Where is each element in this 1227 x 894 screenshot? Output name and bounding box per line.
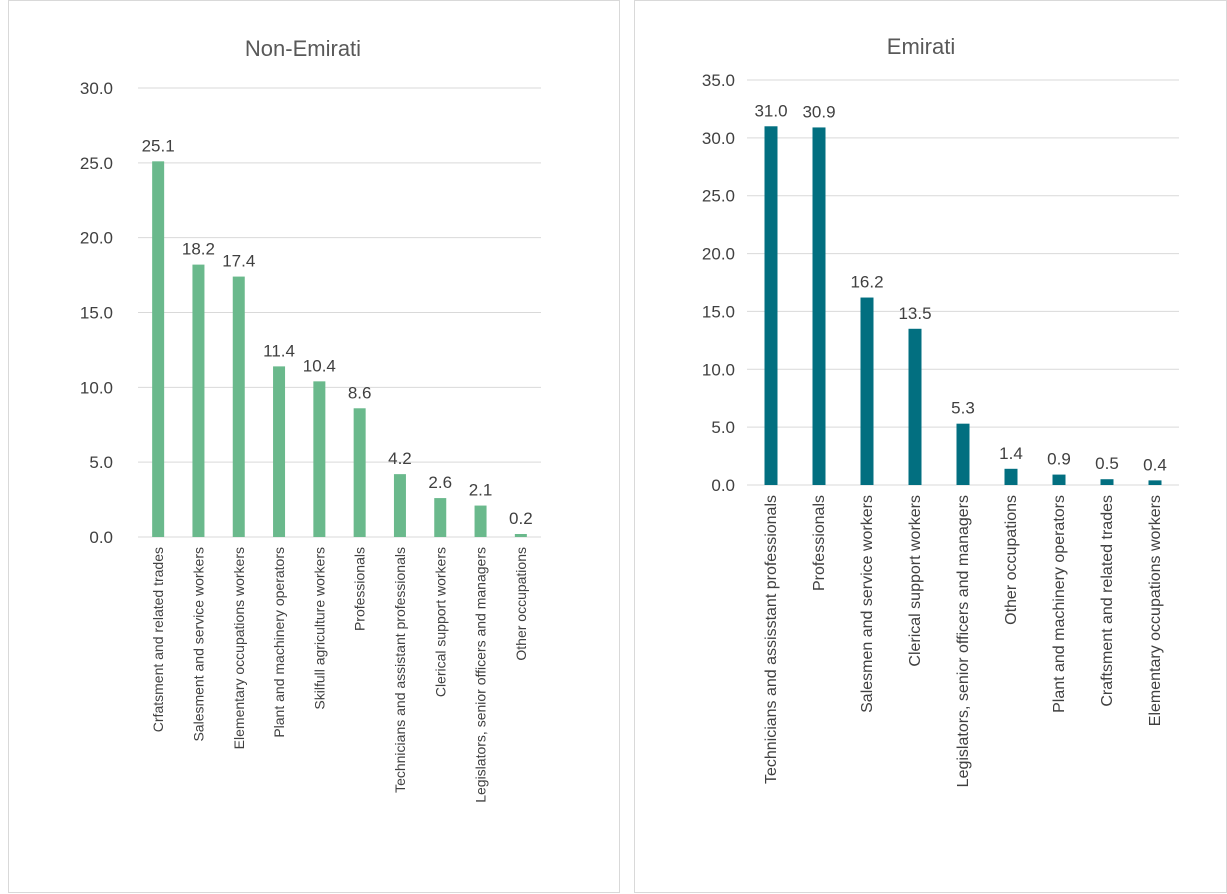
data-label: 2.1 [469,481,493,500]
chart-panel-emirati: Emirati 0.0 5.0 10.0 15.0 20.0 25.0 30.0 35.0 3… [634,0,1227,893]
category-label: Elementary occupations workers [231,547,247,749]
bar [812,127,826,485]
data-label: 17.4 [222,252,255,271]
category-label: Professionals [811,495,828,591]
chart-panel-non-emirati: Non-Emirati 0.0 5.0 10.0 15.0 20.0 25.0 30.0 2… [8,0,620,893]
data-label: 30.9 [802,102,835,121]
y-tick-label: 5.0 [711,418,735,437]
bar-chart-non-emirati: Non-Emirati 0.0 5.0 10.0 15.0 20.0 25.0 30.0 2… [80,36,541,803]
category-label: Plant and machinery operators [1051,495,1068,713]
category-label: Other occupations [513,547,529,661]
data-label: 25.1 [142,136,175,155]
category-label: Professionals [352,547,368,631]
category-label: Technicians and assisstant professionals [763,495,780,784]
bar [353,408,366,537]
y-tick-label: 25.0 [702,187,735,206]
data-label: 4.2 [388,449,412,468]
category-label: Clerical support workers [432,547,448,697]
y-tick-label: 10.0 [80,378,113,397]
data-label: 1.4 [999,444,1023,463]
y-tick-label: 20.0 [80,229,113,248]
category-label: Craftsment and related trades [1099,495,1116,707]
bar [1004,468,1018,485]
category-labels: Technicians and assisstant professionals… [763,495,1164,787]
bar [192,264,205,537]
data-label: 13.5 [898,304,931,323]
chart-title: Emirati [887,34,955,59]
bar [1052,474,1066,485]
y-tick-label: 0.0 [89,528,113,547]
y-tick-label: 35.0 [702,71,735,90]
data-label: 0.9 [1047,450,1071,469]
bar [1148,480,1162,485]
category-label: Crfatsment and related trades [150,547,166,732]
bar [232,276,245,537]
data-labels: 31.0 30.9 16.2 13.5 5.3 1.4 0.9 0.5 0.4 [754,101,1166,474]
data-labels: 25.1 18.2 17.4 11.4 10.4 8.6 4.2 2.6 2.1 0.2 [142,136,533,528]
y-tick-label: 30.0 [80,79,113,98]
category-label: Technicians and assistant professionals [392,547,408,793]
category-label: Clerical support workers [907,495,924,667]
category-label: Other occupations [1003,495,1020,625]
bar [1100,479,1114,485]
data-label: 16.2 [850,273,883,292]
bar [908,328,922,485]
category-label: Legislators, senior officers and manager… [955,495,972,787]
category-label: Skilfull agriculture workers [311,547,327,710]
category-label: Salesmen and service workers [859,495,876,713]
category-label: Legislators, senior officers and manager… [473,547,489,803]
y-tick-label: 0.0 [711,476,735,495]
y-axis-ticks: 0.0 5.0 10.0 15.0 20.0 25.0 30.0 [80,79,113,547]
data-label: 0.4 [1143,455,1167,474]
chart-title: Non-Emirati [245,36,361,61]
y-tick-label: 10.0 [702,360,735,379]
data-label: 18.2 [182,240,215,259]
bar [393,474,406,537]
bar [273,366,286,537]
y-axis-ticks: 0.0 5.0 10.0 15.0 20.0 25.0 30.0 35.0 [702,71,735,495]
bar [313,381,326,537]
data-label: 8.6 [348,383,372,402]
data-label: 0.2 [509,509,533,528]
y-tick-label: 20.0 [702,245,735,264]
y-tick-label: 15.0 [80,304,113,323]
category-labels: Crfatsment and related trades Salesment a… [150,547,529,803]
category-label: Salesment and service workers [190,547,206,742]
data-label: 11.4 [263,341,295,360]
bar-chart-emirati: Emirati 0.0 5.0 10.0 15.0 20.0 25.0 30.0 35.0 3… [702,34,1179,787]
bar [514,534,527,537]
data-label: 2.6 [428,473,452,492]
bar [764,126,778,486]
bar [956,423,970,485]
data-label: 5.3 [951,399,975,418]
y-tick-label: 25.0 [80,154,113,173]
data-label: 0.5 [1095,454,1119,473]
bar [860,297,874,485]
y-tick-label: 15.0 [702,302,735,321]
bar [474,505,487,537]
bar [152,161,165,537]
category-label: Elementary occupations workers [1147,495,1164,726]
y-tick-label: 30.0 [702,129,735,148]
bar [434,498,447,537]
y-tick-label: 5.0 [89,453,113,472]
gridlines [138,87,541,538]
data-label: 31.0 [754,101,787,120]
data-label: 10.4 [303,356,336,375]
bars [152,161,527,537]
bars [764,126,1162,486]
category-label: Plant and machinery operators [271,547,287,738]
